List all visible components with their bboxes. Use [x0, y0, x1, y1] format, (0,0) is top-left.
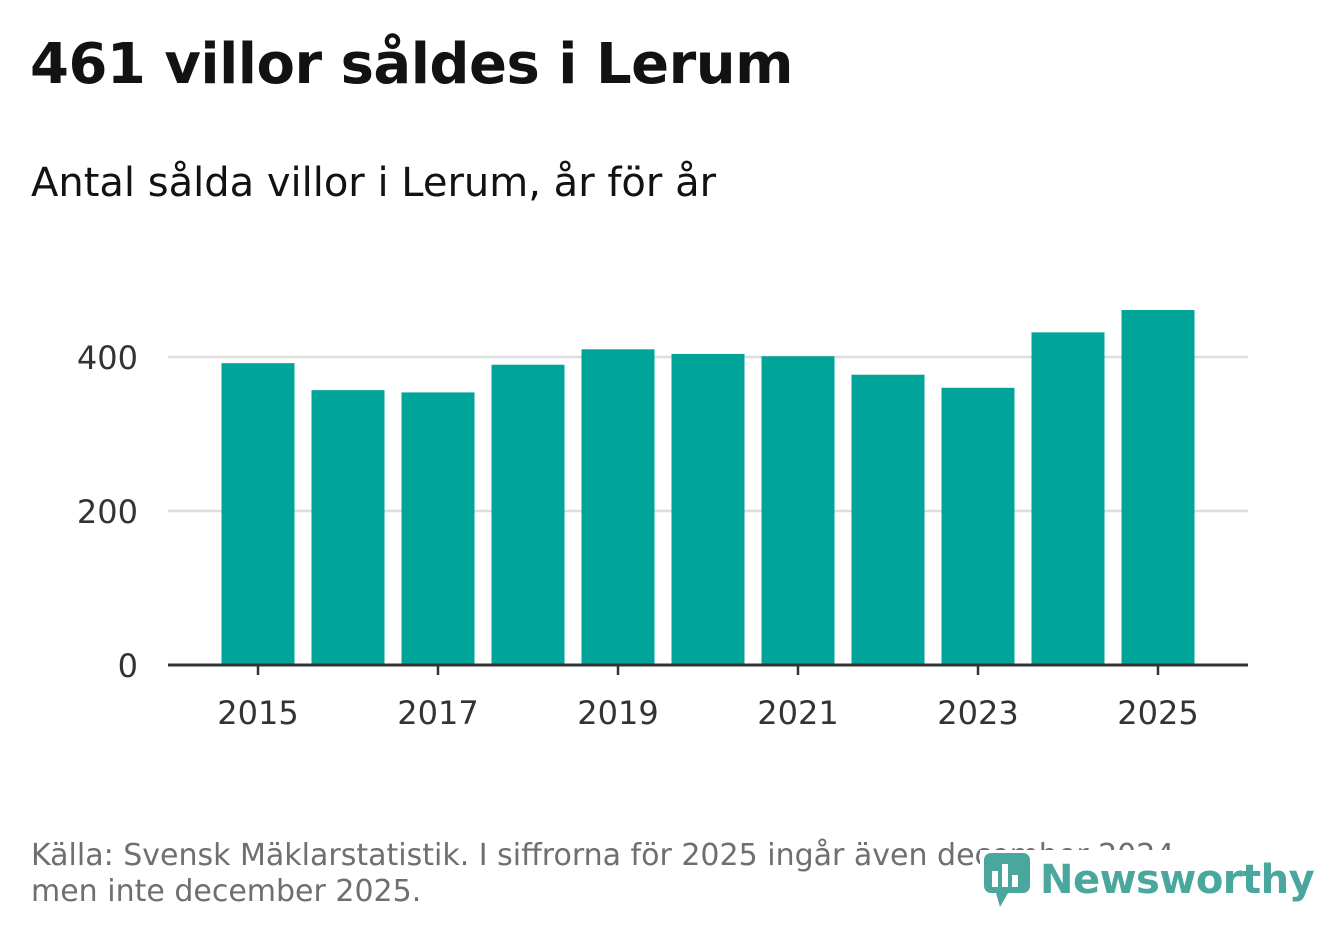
y-tick-label-400: 400 — [77, 339, 138, 377]
chart-title: 461 villor såldes i Lerum — [30, 32, 793, 97]
x-tick-label-2017: 2017 — [397, 694, 478, 732]
bar-2018 — [491, 364, 565, 665]
bar-2022 — [851, 374, 925, 665]
x-tick-label-2019: 2019 — [577, 694, 658, 732]
bar-2015 — [221, 363, 295, 665]
x-tick-label-2025: 2025 — [1117, 694, 1198, 732]
bar-2017 — [401, 392, 475, 665]
y-tick-label-0: 0 — [118, 647, 138, 685]
bar-2021 — [761, 356, 835, 665]
x-tick-label-2015: 2015 — [217, 694, 298, 732]
x-tick-label-2023: 2023 — [937, 694, 1018, 732]
x-tick-label-2021: 2021 — [757, 694, 838, 732]
y-tick-label-200: 200 — [77, 493, 138, 531]
bar-2016 — [311, 390, 385, 665]
chart-subtitle: Antal sålda villor i Lerum, år för år — [31, 160, 717, 206]
bar-2019 — [581, 349, 655, 665]
bar-2025 — [1121, 310, 1195, 665]
bar-2023 — [941, 387, 1015, 665]
bar-2024 — [1031, 332, 1105, 665]
bar-chart: 0 200 400 2015 2017 2019 2021 2023 2025 — [77, 310, 1248, 732]
bar-2020 — [671, 353, 745, 665]
newsworthy-logo[interactable]: Newsworthy — [980, 850, 1321, 910]
logo-text: Newsworthy — [1040, 857, 1315, 903]
bar-chart-logo-icon — [984, 853, 1030, 907]
